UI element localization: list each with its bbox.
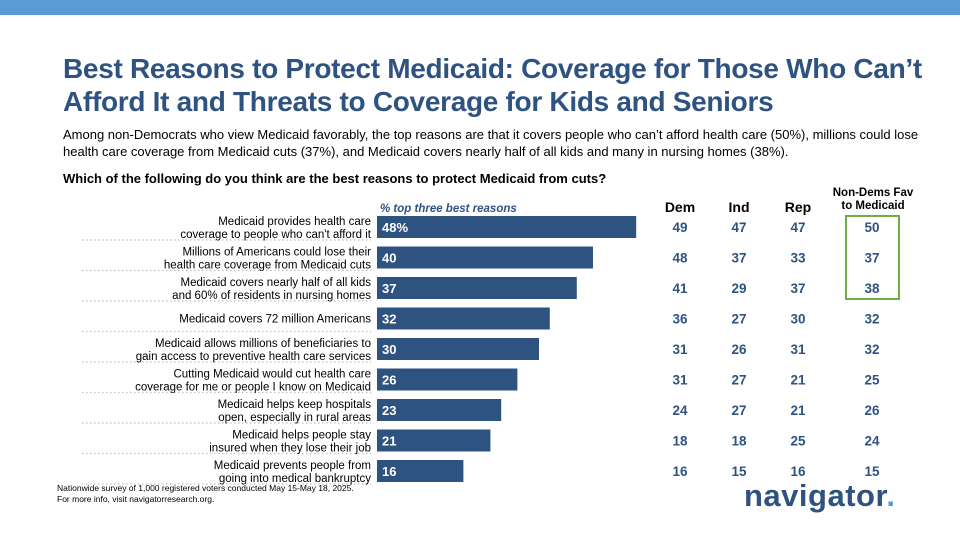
column-value: 27 [731,403,746,418]
column-value: 31 [672,342,688,357]
column-value: 30 [790,312,805,327]
column-value: 31 [672,373,688,388]
category-label-line: and 60% of residents in nursing homes [172,290,371,302]
column-value: 37 [864,251,879,266]
bar [377,307,550,330]
column-value: 21 [790,373,806,388]
column-value: 37 [790,281,805,296]
category-label-line: Medicaid allows millions of beneficiarie… [155,338,371,350]
column-value: 48 [672,251,688,266]
column-value: 38 [864,281,880,296]
bar [377,429,491,452]
category-label-line: coverage for me or people I know on Medi… [135,382,371,394]
category-label-line: Millions of Americans could lose their [182,247,371,259]
column-value: 27 [731,373,746,388]
category-label: Millions of Americans could lose their he… [164,247,371,272]
column-value: 26 [731,342,747,357]
bar [377,368,518,391]
survey-question: Which of the following do you think are … [63,171,607,186]
column-value: 26 [864,403,880,418]
bar-value-label: 32 [382,312,396,327]
column-value: 15 [731,464,747,479]
column-value: 24 [864,434,880,449]
bar-value-label: 26 [382,373,396,388]
category-label-line: gain access to preventive health care se… [136,351,371,363]
column-value: 16 [672,464,688,479]
footnote: Nationwide survey of 1,000 registered vo… [57,483,457,505]
category-label-line: insured when they lose their job [209,443,371,455]
column-value: 47 [790,220,805,235]
category-label-line: Cutting Medicaid would cut health care [173,369,371,381]
category-label-line: Medicaid helps keep hospitals [218,399,372,411]
column-value: 32 [864,312,879,327]
category-label: Cutting Medicaid would cut health care co… [135,369,371,394]
page-title: Best Reasons to Protect Medicaid: Covera… [63,53,922,117]
category-label-line: health care coverage from Medicaid cuts [164,260,371,272]
navigator-logo: navigator. [744,478,895,514]
column-value: 25 [790,434,806,449]
category-label-line: Medicaid helps people stay [232,430,371,442]
bar [377,216,637,238]
column-header-nondems-fav: Non-Dems Fav to Medicaid [818,187,928,213]
bar-value-label: 40 [382,251,396,266]
category-label: Medicaid helps people stay insured when t… [209,430,371,455]
bar-value-label: 48% [382,220,408,235]
bar-column-header: % top three best reasons [380,203,517,215]
category-label: Medicaid covers 72 million Americans [179,314,371,326]
category-label: Medicaid allows millions of beneficiarie… [136,338,371,363]
column-value: 21 [790,403,806,418]
column-value: 33 [790,251,806,266]
bar [377,246,593,269]
column-value: 41 [672,281,688,296]
footnote-info: For more info, visit navigatorresearch.o… [57,494,215,504]
column-value: 32 [864,342,879,357]
category-label-line: Medicaid covers nearly half of all kids [181,277,372,289]
logo-dot: . [886,478,896,513]
column-value: 18 [672,434,688,449]
category-label-line: Medicaid prevents people from [214,460,371,472]
column-value: 15 [864,464,880,479]
column-value: 18 [731,434,747,449]
column-value: 47 [731,220,746,235]
page-subtitle: Among non-Democrats who view Medicaid fa… [63,127,919,159]
column-value: 37 [731,251,746,266]
category-label-line: going into medical bankruptcy [219,473,371,485]
column-value: 16 [790,464,806,479]
column-value: 31 [790,342,806,357]
column-header-nondems-line1: Non-Dems Fav [832,187,914,199]
logo-text: navigator [744,478,887,513]
footnote-survey: Nationwide survey of 1,000 registered vo… [57,483,354,493]
bar [377,399,502,421]
column-header-rep: Rep [784,199,812,215]
bar [377,277,577,299]
bar [377,460,464,482]
column-value: 29 [731,281,746,296]
bar-value-label: 21 [382,434,396,449]
category-label: Medicaid prevents people from going into … [214,460,371,485]
column-value: 36 [672,312,688,327]
bar [377,338,539,360]
category-label-line: coverage to people who can't afford it [180,229,371,241]
column-value: 27 [731,312,746,327]
column-value: 49 [672,220,687,235]
column-value: 25 [864,373,880,388]
column-header-ind: Ind [728,199,750,215]
column-value: 24 [672,403,688,418]
category-label: Medicaid provides health care coverage to… [180,216,371,241]
column-header-dem: Dem [664,199,696,215]
highlight-box [845,215,900,300]
category-label-line: open, especially in rural areas [218,412,371,424]
top-accent-bar [0,0,960,15]
bar-value-label: 30 [382,342,396,357]
bar-value-label: 37 [382,281,396,296]
category-label: Medicaid helps keep hospitals open, espec… [218,399,372,424]
bar-value-label: 16 [382,464,396,479]
bar-value-label: 23 [382,403,396,418]
category-label: Medicaid covers nearly half of all kids a… [172,277,371,302]
category-label-line: Medicaid provides health care [218,216,371,228]
column-value: 50 [864,220,879,235]
column-header-nondems-line2: to Medicaid [841,200,905,212]
